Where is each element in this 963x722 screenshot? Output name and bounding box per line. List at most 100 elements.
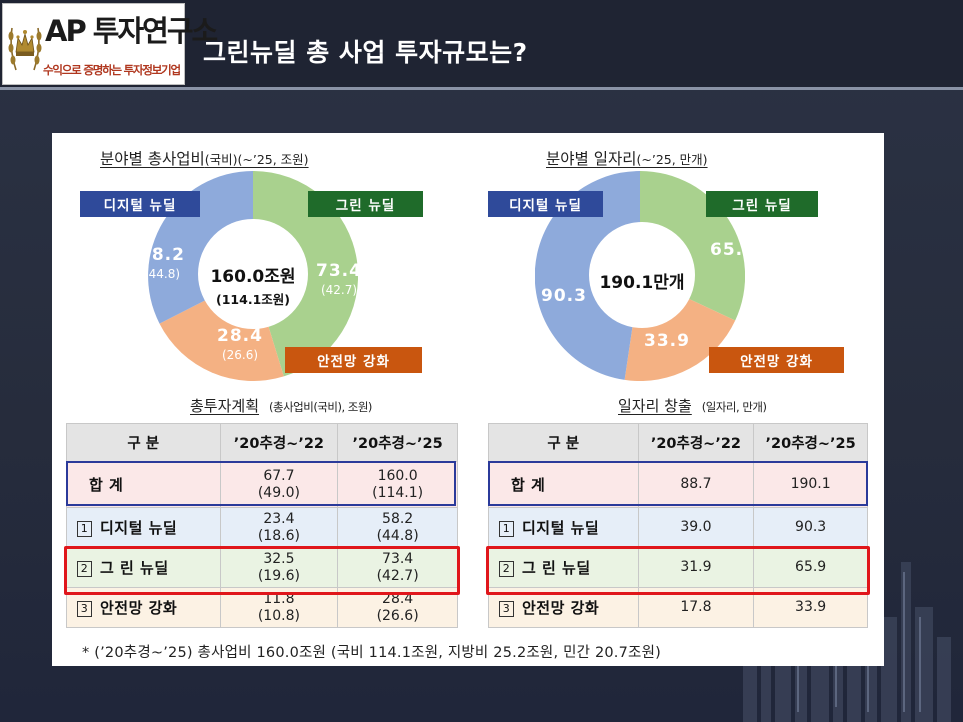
cell: 160.0 (114.1)	[337, 461, 458, 508]
table-row: 합 계 67.7 (49.0) 160.0 (114.1)	[66, 461, 458, 508]
cell: 65.9	[753, 547, 868, 588]
cell-value: 23.4	[263, 510, 295, 527]
cell-subvalue: (10.8)	[257, 607, 300, 624]
left-pie-title-main: 분야별 총사업비	[100, 150, 205, 168]
right-value-digital: 90.3	[534, 286, 594, 306]
right-pie-title-unit: (~’25, 만개)	[636, 152, 708, 167]
row-label-text: 디지털 뉴딜	[522, 519, 600, 537]
left-col-2025: ’20추경~’25	[337, 423, 458, 462]
row-number-box: 1	[499, 521, 514, 537]
left-value-digital-main: 58.2	[139, 245, 185, 265]
right-value-safety-main: 33.9	[644, 331, 690, 351]
left-table-unit-note: (총사업비(국비), 조원)	[269, 400, 372, 414]
row-label: 1 디지털 뉴딜	[66, 507, 221, 548]
cell: 31.9	[637, 547, 755, 588]
row-label: 합 계	[66, 461, 221, 508]
right-table-unit-note: (일자리, 만개)	[701, 400, 767, 414]
cell-subvalue: (18.6)	[257, 527, 300, 544]
table-row: 1 디지털 뉴딜 23.4 (18.6) 58.2 (44.8)	[66, 507, 458, 548]
left-table-header-row: 구 분 ’20추경~’22 ’20추경~’25	[66, 423, 458, 462]
left-value-digital: 58.2 (44.8)	[132, 245, 192, 281]
left-value-digital-sub: (44.8)	[143, 267, 181, 281]
right-table-heading-text: 일자리 창출	[618, 397, 692, 415]
table-row: 1 디지털 뉴딜 39.0 90.3	[488, 507, 868, 548]
table-row: 2 그 린 뉴딜 31.9 65.9	[488, 547, 868, 588]
left-value-green: 73.4 (42.7)	[309, 261, 369, 297]
cell: 73.4 (42.7)	[337, 547, 458, 588]
left-pie-center-circle	[198, 219, 308, 329]
left-pie-title-unit: (국비)(~’25, 조원)	[204, 152, 309, 167]
right-value-green-main: 65.9	[710, 240, 756, 260]
row-number-box: 3	[499, 601, 514, 617]
row-label-text: 디지털 뉴딜	[100, 519, 178, 537]
left-value-green-sub: (42.7)	[320, 283, 358, 297]
cell-value: 58.2	[382, 510, 414, 527]
cell: 190.1	[753, 461, 868, 508]
row-number-box: 2	[499, 561, 514, 577]
cell: 88.7	[637, 461, 755, 508]
left-value-safety-main: 28.4	[217, 326, 263, 346]
cell: 90.3	[753, 507, 868, 548]
right-col-2025: ’20추경~’25	[753, 423, 868, 462]
cell-value: 67.7	[263, 467, 295, 484]
row-label: 합 계	[488, 461, 639, 508]
cell: 58.2 (44.8)	[337, 507, 458, 548]
left-label-safety: 안전망 강화	[285, 347, 422, 373]
logo-tagline: 수익으로 증명하는 투자정보기업	[43, 63, 181, 77]
right-pie-center-circle	[589, 222, 695, 328]
left-pie-title: 분야별 총사업비(국비)(~’25, 조원)	[100, 147, 309, 169]
right-value-green: 65.9	[703, 240, 763, 260]
logo-title: AP 투자연구소	[45, 14, 218, 48]
cell-subvalue: (19.6)	[257, 567, 300, 584]
left-label-green: 그린 뉴딜	[308, 191, 423, 217]
right-pie-center: 190.1만개	[599, 273, 685, 293]
slide-title: 그린뉴딜 총 사업 투자규모는?	[203, 38, 528, 67]
row-label-text: 안전망 강화	[100, 599, 178, 617]
cell-subvalue: (42.7)	[376, 567, 419, 584]
cell: 39.0	[637, 507, 755, 548]
left-col-2022: ’20추경~’22	[219, 423, 339, 462]
right-col-2022: ’20추경~’22	[637, 423, 755, 462]
row-label: 1 디지털 뉴딜	[488, 507, 639, 548]
left-pie-center-sub: (114.1조원)	[216, 292, 290, 307]
cell-value: 73.4	[382, 550, 414, 567]
right-pie-title-main: 분야별 일자리	[546, 150, 637, 168]
cell-value: 160.0	[377, 467, 418, 484]
right-value-digital-main: 90.3	[541, 286, 587, 306]
cell-subvalue: (114.1)	[372, 484, 424, 501]
left-investment-table: 구 분 ’20추경~’22 ’20추경~’25 합 계 67.7 (49.0) 1…	[66, 423, 458, 628]
left-value-safety-sub: (26.6)	[221, 348, 259, 362]
right-table-heading: 일자리 창출 (일자리, 만개)	[618, 395, 767, 416]
right-green-highlight	[486, 546, 870, 595]
right-label-green: 그린 뉴딜	[706, 191, 818, 217]
row-number-box: 3	[77, 601, 92, 617]
right-jobs-table: 구 분 ’20추경~’22 ’20추경~’25 합 계 88.7 190.1 1…	[488, 423, 868, 628]
left-table-heading: 총투자계획 (총사업비(국비), 조원)	[190, 395, 372, 416]
crown-laurel-icon	[8, 27, 42, 71]
table-row: 합 계 88.7 190.1	[488, 461, 868, 508]
row-label-text: 안전망 강화	[522, 599, 600, 617]
row-label-text: 그 린 뉴딜	[100, 559, 169, 577]
left-value-safety: 28.4 (26.6)	[210, 326, 270, 362]
content-panel: 분야별 총사업비(국비)(~’25, 조원) 160.0조원 (114.1조원)…	[52, 133, 884, 666]
cell: 23.4 (18.6)	[219, 507, 339, 548]
left-value-green-main: 73.4	[316, 261, 362, 281]
cell: 67.7 (49.0)	[219, 461, 339, 508]
row-number-box: 2	[77, 561, 92, 577]
right-col-category: 구 분	[488, 423, 639, 462]
row-number-box: 1	[77, 521, 92, 537]
left-label-digital: 디지털 뉴딜	[80, 191, 200, 217]
row-label: 2 그 린 뉴딜	[66, 547, 221, 588]
left-pie-center: 160.0조원 (114.1조원)	[193, 262, 313, 308]
footnote: * (’20추경~’25) 총사업비 160.0조원 (국비 114.1조원, …	[82, 645, 661, 661]
right-pie-title: 분야별 일자리(~’25, 만개)	[546, 147, 708, 169]
slide-header: AP 투자연구소 수익으로 증명하는 투자정보기업 그린뉴딜 총 사업 투자규모…	[0, 0, 963, 87]
left-table-heading-text: 총투자계획	[190, 397, 260, 415]
header-divider	[0, 87, 963, 90]
company-logo: AP 투자연구소 수익으로 증명하는 투자정보기업	[2, 3, 218, 85]
right-total-highlight	[488, 461, 868, 506]
right-label-digital: 디지털 뉴딜	[488, 191, 603, 217]
cell-subvalue: (44.8)	[376, 527, 419, 544]
city-skyline-background	[743, 562, 951, 722]
right-label-safety: 안전망 강화	[709, 347, 844, 373]
